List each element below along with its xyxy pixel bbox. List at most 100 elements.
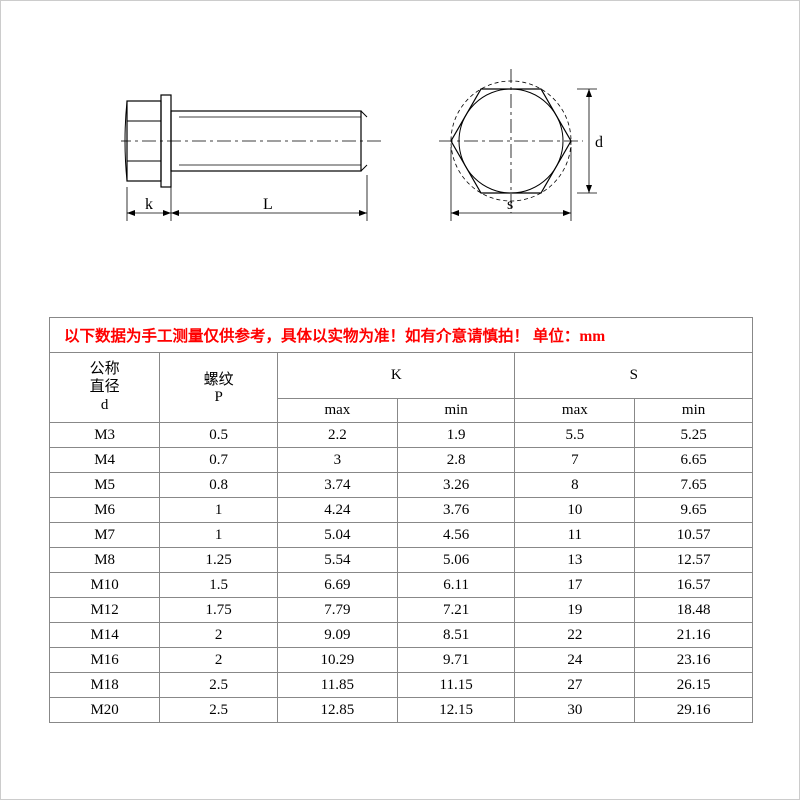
cell-d: M8 [50, 547, 160, 572]
dim-label-l: L [263, 196, 273, 213]
cell-kmin: 6.11 [397, 572, 515, 597]
header-d-l2: 直径 [90, 379, 120, 395]
table-row: M40.732.876.65 [50, 447, 753, 472]
table-row: M202.512.8512.153029.16 [50, 697, 753, 722]
table-row: M121.757.797.211918.48 [50, 597, 753, 622]
cell-d: M5 [50, 472, 160, 497]
cell-kmin: 8.51 [397, 622, 515, 647]
cell-kmin: 2.8 [397, 447, 515, 472]
cell-p: 0.8 [160, 472, 278, 497]
cell-kmax: 10.29 [277, 647, 397, 672]
cell-d: M6 [50, 497, 160, 522]
warning-text: 以下数据为手工测量仅供参考，具体以实物为准！如有介意请慎拍！ 单位：mm [50, 318, 753, 352]
table-row: M715.044.561110.57 [50, 522, 753, 547]
cell-p: 2.5 [160, 697, 278, 722]
cell-p: 2 [160, 622, 278, 647]
table-row: M81.255.545.061312.57 [50, 547, 753, 572]
cell-kmax: 7.79 [277, 597, 397, 622]
spec-table: 以下数据为手工测量仅供参考，具体以实物为准！如有介意请慎拍！ 单位：mm 公称 … [49, 317, 753, 723]
cell-kmax: 5.04 [277, 522, 397, 547]
cell-kmax: 5.54 [277, 547, 397, 572]
cell-p: 1.25 [160, 547, 278, 572]
cell-d: M18 [50, 672, 160, 697]
header-s: S [515, 352, 753, 398]
cell-smin: 26.15 [635, 672, 753, 697]
cell-smax: 27 [515, 672, 635, 697]
cell-smax: 19 [515, 597, 635, 622]
header-k-max: max [277, 398, 397, 422]
cell-kmin: 3.26 [397, 472, 515, 497]
cell-p: 2.5 [160, 672, 278, 697]
cell-smin: 29.16 [635, 697, 753, 722]
cell-smax: 30 [515, 697, 635, 722]
cell-smin: 16.57 [635, 572, 753, 597]
header-p-l2: P [214, 389, 222, 405]
table-row: M182.511.8511.152726.15 [50, 672, 753, 697]
cell-smax: 5.5 [515, 422, 635, 447]
cell-p: 2 [160, 647, 278, 672]
header-s-min: min [635, 398, 753, 422]
cell-smin: 5.25 [635, 422, 753, 447]
cell-smin: 9.65 [635, 497, 753, 522]
cell-d: M14 [50, 622, 160, 647]
cell-p: 0.5 [160, 422, 278, 447]
cell-kmax: 3.74 [277, 472, 397, 497]
cell-smax: 17 [515, 572, 635, 597]
cell-kmin: 12.15 [397, 697, 515, 722]
header-p-l1: 螺纹 [204, 372, 234, 388]
cell-kmin: 1.9 [397, 422, 515, 447]
table-row: M1429.098.512221.16 [50, 622, 753, 647]
header-d: 公称 直径 d [50, 352, 160, 422]
table-row: M30.52.21.95.55.25 [50, 422, 753, 447]
cell-p: 1 [160, 522, 278, 547]
cell-kmax: 2.2 [277, 422, 397, 447]
header-k: K [277, 352, 515, 398]
cell-kmin: 4.56 [397, 522, 515, 547]
header-p: 螺纹 P [160, 352, 278, 422]
cell-d: M7 [50, 522, 160, 547]
cell-smax: 8 [515, 472, 635, 497]
cell-p: 0.7 [160, 447, 278, 472]
cell-d: M20 [50, 697, 160, 722]
dim-label-k: k [145, 196, 153, 213]
cell-smax: 24 [515, 647, 635, 672]
cell-smin: 21.16 [635, 622, 753, 647]
cell-d: M10 [50, 572, 160, 597]
cell-p: 1 [160, 497, 278, 522]
cell-kmax: 12.85 [277, 697, 397, 722]
dim-label-s: s [507, 196, 513, 213]
table-row: M50.83.743.2687.65 [50, 472, 753, 497]
cell-smin: 10.57 [635, 522, 753, 547]
cell-p: 1.75 [160, 597, 278, 622]
cell-kmax: 3 [277, 447, 397, 472]
cell-smin: 23.16 [635, 647, 753, 672]
cell-smax: 13 [515, 547, 635, 572]
cell-kmin: 11.15 [397, 672, 515, 697]
header-s-max: max [515, 398, 635, 422]
cell-smin: 6.65 [635, 447, 753, 472]
cell-kmin: 3.76 [397, 497, 515, 522]
table-row: M16210.299.712423.16 [50, 647, 753, 672]
cell-smax: 11 [515, 522, 635, 547]
cell-d: M3 [50, 422, 160, 447]
cell-kmin: 5.06 [397, 547, 515, 572]
cell-kmin: 7.21 [397, 597, 515, 622]
table-row: M101.56.696.111716.57 [50, 572, 753, 597]
cell-d: M16 [50, 647, 160, 672]
cell-d: M12 [50, 597, 160, 622]
dim-label-d: d [595, 134, 603, 151]
cell-smin: 18.48 [635, 597, 753, 622]
table-row: M614.243.76109.65 [50, 497, 753, 522]
header-d-l1: 公称 [90, 361, 120, 377]
cell-kmax: 6.69 [277, 572, 397, 597]
header-k-min: min [397, 398, 515, 422]
cell-kmax: 9.09 [277, 622, 397, 647]
cell-smin: 12.57 [635, 547, 753, 572]
cell-d: M4 [50, 447, 160, 472]
cell-smax: 22 [515, 622, 635, 647]
cell-kmax: 4.24 [277, 497, 397, 522]
cell-smax: 10 [515, 497, 635, 522]
header-d-l3: d [101, 397, 109, 413]
cell-kmin: 9.71 [397, 647, 515, 672]
cell-smax: 7 [515, 447, 635, 472]
